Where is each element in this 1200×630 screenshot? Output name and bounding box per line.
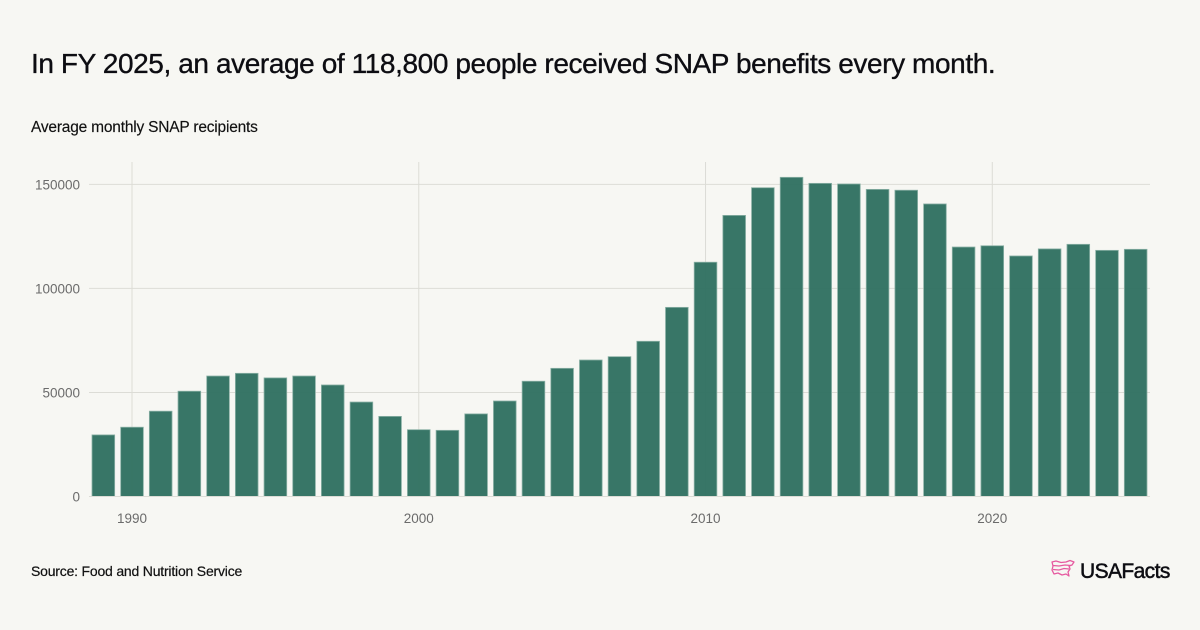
bar-2011[interactable] [722, 215, 746, 497]
bar-2018[interactable] [923, 203, 947, 497]
chart-subtitle: Average monthly SNAP recipients [31, 119, 258, 136]
bar-1992[interactable] [177, 390, 202, 497]
x-tick-label: 2000 [404, 511, 434, 526]
bar-1990[interactable] [120, 426, 144, 497]
bars [91, 176, 1148, 497]
bar-2001[interactable] [435, 429, 460, 497]
bar-2013[interactable] [779, 176, 804, 497]
bar-2019[interactable] [951, 246, 976, 497]
y-axis-tick-labels: 0 50000 100000 150000 [35, 177, 80, 504]
bar-1996[interactable] [292, 375, 316, 497]
y-tick-label: 50000 [42, 385, 80, 400]
x-tick-label: 2020 [977, 511, 1007, 526]
chart-title: In FY 2025, an average of 118,800 people… [31, 48, 996, 79]
bar-1998[interactable] [349, 401, 374, 497]
bar-1991[interactable] [148, 410, 173, 497]
y-tick-label: 0 [72, 490, 80, 505]
logo-text: USAFacts [1080, 559, 1171, 583]
bar-2014[interactable] [808, 182, 832, 497]
bar-2015[interactable] [837, 183, 861, 497]
bar-2023[interactable] [1066, 243, 1091, 497]
usafacts-logo[interactable]: USAFacts [1050, 559, 1171, 584]
x-tick-label: 2010 [691, 511, 721, 526]
bar-2022[interactable] [1037, 248, 1062, 497]
y-tick-label: 100000 [35, 281, 80, 296]
x-axis-tick-labels: 1990 2000 2010 2020 [117, 511, 1007, 526]
bar-1994[interactable] [234, 372, 259, 497]
bar-2009[interactable] [665, 306, 689, 497]
bar-2017[interactable] [894, 189, 918, 497]
us-map-flag-icon [1050, 559, 1076, 584]
bar-1997[interactable] [321, 384, 345, 497]
bar-2005[interactable] [550, 367, 574, 497]
bar-2012[interactable] [751, 187, 775, 497]
bar-2021[interactable] [1009, 255, 1033, 497]
bar-1989[interactable] [91, 434, 116, 497]
bar-1995[interactable] [263, 377, 288, 497]
bar-2020[interactable] [980, 245, 1005, 497]
bar-2006[interactable] [579, 359, 603, 497]
bar-2002[interactable] [464, 413, 488, 497]
x-tick-label: 1990 [117, 511, 147, 526]
bar-2008[interactable] [636, 340, 660, 497]
bar-2025[interactable] [1123, 248, 1148, 497]
bar-1999[interactable] [378, 415, 402, 497]
bar-2000[interactable] [407, 429, 431, 497]
bar-2003[interactable] [493, 400, 517, 497]
source-note: Source: Food and Nutrition Service [31, 563, 243, 579]
bar-2004[interactable] [521, 380, 546, 497]
bar-2016[interactable] [865, 188, 890, 497]
bar-2024[interactable] [1095, 249, 1119, 497]
bar-1993[interactable] [206, 375, 230, 497]
y-tick-label: 150000 [35, 177, 80, 192]
bar-2010[interactable] [693, 261, 718, 497]
bar-2007[interactable] [607, 356, 632, 497]
